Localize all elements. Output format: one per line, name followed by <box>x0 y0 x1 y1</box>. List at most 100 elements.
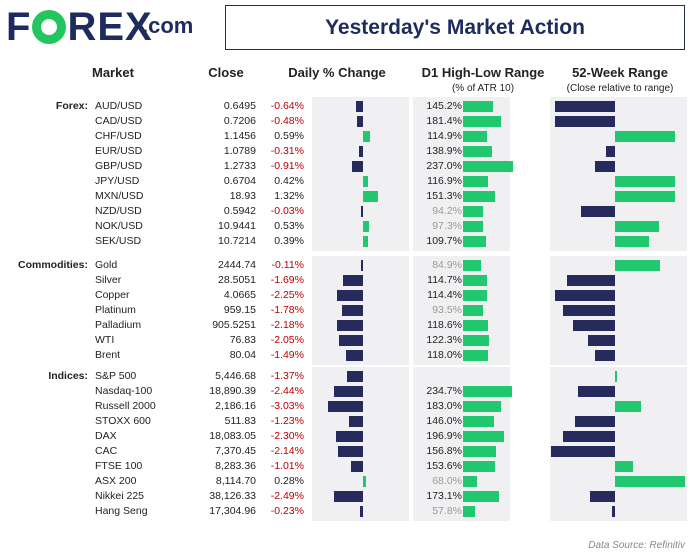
d1-range-value: 237.0% <box>426 160 462 172</box>
d1-range-bar <box>463 161 513 172</box>
close-value: 18,083.05 <box>209 430 256 442</box>
week52-range-bar <box>555 116 615 127</box>
daily-change-value: -3.03% <box>270 400 304 412</box>
close-value: 8,114.70 <box>215 475 256 487</box>
market-name: CHF/USD <box>95 130 142 142</box>
market-name: Hang Seng <box>95 505 148 517</box>
d1-range-bar <box>463 290 488 301</box>
d1-range-bar <box>463 401 502 412</box>
daily-change-value: -0.64% <box>270 100 304 112</box>
d1-range-bar <box>463 305 483 316</box>
logo-wordmark: F REX <box>6 5 153 49</box>
market-name: NZD/USD <box>95 205 142 217</box>
header: F REX .com Yesterday's Market Action <box>0 0 693 56</box>
daily-change-bar <box>333 491 363 502</box>
close-value: 18.93 <box>229 190 256 202</box>
daily-change-bar <box>360 506 363 517</box>
market-name: SEK/USD <box>95 235 142 247</box>
daily-change-bar <box>355 101 363 112</box>
d1-range-bar <box>463 191 495 202</box>
week52-range-bar <box>606 146 615 157</box>
week52-range-bar <box>581 206 615 217</box>
week52-range-bar <box>578 386 615 397</box>
d1-range-bar <box>463 335 489 346</box>
market-name: Nikkei 225 <box>95 490 145 502</box>
week52-range-bar <box>555 290 615 301</box>
d1-range-bar <box>463 260 481 271</box>
d1-range-value: 94.2% <box>432 205 462 217</box>
market-name: ASX 200 <box>95 475 137 487</box>
daily-change-value: -1.69% <box>270 274 304 286</box>
week52-range-bar <box>615 176 675 187</box>
week52-range-bar <box>615 476 685 487</box>
market-name: Nasdaq-100 <box>95 385 153 397</box>
close-value: 10.7214 <box>218 235 256 247</box>
week52-range-bar <box>588 335 615 346</box>
d1-range-value: 146.0% <box>426 415 462 427</box>
d1-range-bar <box>463 221 484 232</box>
d1-range-value: 114.7% <box>427 274 462 286</box>
daily-change-value: -2.30% <box>270 430 304 442</box>
close-value: 2,186.16 <box>215 400 256 412</box>
daily-change-bar <box>342 305 363 316</box>
week52-range-bar <box>573 320 615 331</box>
group-label: Commodities: <box>17 259 88 271</box>
week52-range-bar <box>590 491 615 502</box>
close-value: 0.5942 <box>223 205 256 217</box>
week52-range-bar <box>615 191 675 202</box>
d1-range-bar <box>463 101 494 112</box>
close-value: 18,890.39 <box>209 385 256 397</box>
daily-change-bar <box>363 221 370 232</box>
market-name: Palladium <box>95 319 142 331</box>
week52-range-bar <box>615 236 649 247</box>
close-value: 7,370.45 <box>215 445 256 457</box>
week52-range-bar <box>615 371 617 382</box>
market-name: WTI <box>95 334 115 346</box>
d1-range-value: 234.7% <box>426 385 462 397</box>
d1-range-value: 109.7% <box>426 235 462 247</box>
close-value: 2444.74 <box>218 259 256 271</box>
market-name: Russell 2000 <box>95 400 156 412</box>
week52-range-bar <box>615 221 659 232</box>
col-header-market: Market <box>92 65 134 80</box>
daily-change-bar <box>359 146 363 157</box>
week52-range-bar <box>615 260 660 271</box>
d1-range-bar <box>463 146 493 157</box>
close-value: 1.0789 <box>223 145 256 157</box>
d1-range-value: 57.8% <box>432 505 462 517</box>
group-background <box>550 367 687 521</box>
col-header-daily: Daily % Change <box>288 65 386 80</box>
week52-range-bar <box>615 131 675 142</box>
close-value: 1.1456 <box>223 130 256 142</box>
daily-change-bar <box>336 290 363 301</box>
col-subheader-52wk: (Close relative to range) <box>566 83 674 94</box>
daily-change-bar <box>343 275 363 286</box>
logo-o-icon <box>32 10 67 44</box>
close-value: 511.83 <box>224 415 256 427</box>
daily-change-value: -2.44% <box>270 385 304 397</box>
market-name: Copper <box>95 289 130 301</box>
d1-range-bar <box>463 176 488 187</box>
d1-range-bar <box>463 116 502 127</box>
daily-change-value: -1.23% <box>270 415 304 427</box>
daily-change-bar <box>352 161 363 172</box>
daily-change-bar <box>339 335 363 346</box>
d1-range-value: 84.9% <box>432 259 462 271</box>
close-value: 0.6495 <box>223 100 256 112</box>
daily-change-value: 1.32% <box>274 190 304 202</box>
title-box: Yesterday's Market Action <box>225 5 685 50</box>
daily-change-bar <box>337 446 363 457</box>
forex-logo: F REX .com <box>6 4 216 50</box>
close-value: 1.2733 <box>223 160 256 172</box>
d1-range-value: 153.6% <box>426 460 462 472</box>
close-value: 17,304.96 <box>209 505 256 517</box>
daily-change-bar <box>363 176 368 187</box>
daily-change-bar <box>363 131 370 142</box>
close-value: 0.7206 <box>223 115 256 127</box>
market-name: JPY/USD <box>95 175 140 187</box>
group-label: Forex: <box>55 100 88 112</box>
market-name: NOK/USD <box>95 220 143 232</box>
week52-range-bar <box>615 461 633 472</box>
market-name: CAC <box>95 445 118 457</box>
daily-change-value: -1.78% <box>270 304 304 316</box>
